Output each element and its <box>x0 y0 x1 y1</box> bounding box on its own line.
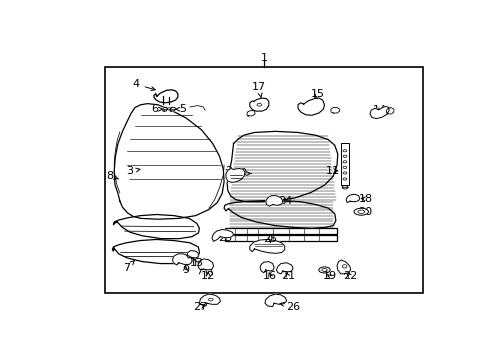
Ellipse shape <box>343 172 346 174</box>
Polygon shape <box>260 262 274 273</box>
Text: 7: 7 <box>122 260 134 273</box>
Text: 20: 20 <box>357 207 371 217</box>
Bar <box>224 228 336 234</box>
Polygon shape <box>198 259 213 270</box>
Polygon shape <box>297 98 324 115</box>
Polygon shape <box>226 131 337 202</box>
Polygon shape <box>386 108 393 114</box>
Polygon shape <box>330 108 339 113</box>
Text: 24: 24 <box>278 195 292 206</box>
Text: 4: 4 <box>132 79 155 91</box>
Ellipse shape <box>353 208 368 215</box>
Polygon shape <box>249 239 284 253</box>
Text: 25: 25 <box>263 234 277 244</box>
Polygon shape <box>172 254 191 265</box>
Bar <box>340 143 348 185</box>
Text: 27: 27 <box>193 302 207 311</box>
Ellipse shape <box>342 265 346 268</box>
Text: 23: 23 <box>217 233 231 243</box>
Text: 9: 9 <box>182 265 188 275</box>
Text: 26: 26 <box>280 302 300 311</box>
Text: 18: 18 <box>358 194 372 204</box>
Text: 22: 22 <box>342 271 356 281</box>
Text: 11: 11 <box>325 166 340 176</box>
Ellipse shape <box>257 103 261 106</box>
Ellipse shape <box>208 298 213 301</box>
Ellipse shape <box>343 150 346 152</box>
Polygon shape <box>170 107 175 111</box>
Polygon shape <box>346 194 359 203</box>
Ellipse shape <box>343 166 346 168</box>
Polygon shape <box>246 110 255 116</box>
Text: 2: 2 <box>224 166 232 176</box>
Text: 10: 10 <box>234 168 250 179</box>
Polygon shape <box>186 251 198 258</box>
Ellipse shape <box>167 108 171 110</box>
Text: 5: 5 <box>176 104 186 114</box>
Text: 3: 3 <box>126 166 140 176</box>
Bar <box>104 67 422 293</box>
Ellipse shape <box>343 178 346 180</box>
Text: 14: 14 <box>372 105 386 115</box>
Text: 8: 8 <box>106 171 119 181</box>
Ellipse shape <box>357 210 364 213</box>
Polygon shape <box>369 107 388 118</box>
Bar <box>224 235 336 242</box>
Polygon shape <box>276 263 292 274</box>
Polygon shape <box>249 98 268 111</box>
Text: 21: 21 <box>280 271 294 281</box>
Text: 6: 6 <box>151 104 162 114</box>
Ellipse shape <box>343 161 346 163</box>
Ellipse shape <box>342 186 347 189</box>
Polygon shape <box>264 294 286 307</box>
Ellipse shape <box>318 267 329 273</box>
Polygon shape <box>224 201 335 228</box>
Ellipse shape <box>343 155 346 157</box>
Text: 1: 1 <box>260 53 267 63</box>
Ellipse shape <box>321 269 326 271</box>
Text: 17: 17 <box>251 82 265 98</box>
Text: 19: 19 <box>322 271 336 281</box>
Polygon shape <box>154 90 178 103</box>
Polygon shape <box>112 239 199 264</box>
Polygon shape <box>211 229 233 242</box>
Text: 16: 16 <box>263 271 277 281</box>
Polygon shape <box>163 108 167 111</box>
Polygon shape <box>114 104 224 219</box>
Text: 13: 13 <box>189 258 203 268</box>
Polygon shape <box>225 168 244 183</box>
Polygon shape <box>265 195 282 206</box>
Text: 12: 12 <box>201 271 215 281</box>
Polygon shape <box>113 215 199 239</box>
Text: 15: 15 <box>310 90 325 99</box>
Polygon shape <box>336 260 350 274</box>
Polygon shape <box>199 294 220 306</box>
